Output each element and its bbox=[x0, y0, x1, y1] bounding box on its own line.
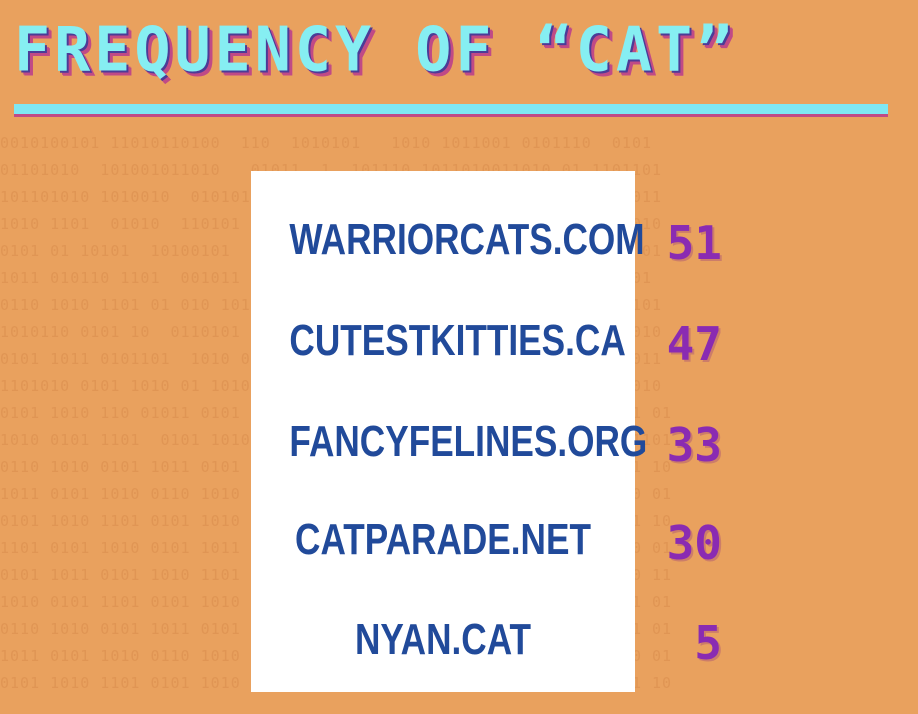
site-name-fancyfelines: FANCYFELINES.ORG bbox=[289, 417, 648, 466]
title-underline bbox=[14, 104, 888, 114]
site-name-catparade: CATPARADE.NET bbox=[295, 515, 591, 564]
count-cutestkitties: 47 bbox=[666, 317, 722, 371]
site-name-warriorcats: WARRIORCATS.COM bbox=[289, 215, 645, 264]
count-catparade: 30 bbox=[666, 516, 722, 570]
site-name-nyancat: NYAN.CAT bbox=[354, 615, 532, 664]
count-nyancat: 5 bbox=[694, 616, 722, 670]
page-title: FREQUENCY OF “CAT” bbox=[14, 14, 737, 86]
site-list-card: WARRIORCATS.COM CUTESTKITTIES.CA FANCYFE… bbox=[251, 171, 648, 692]
site-name-cutestkitties: CUTESTKITTIES.CA bbox=[289, 316, 626, 365]
count-warriorcats: 51 bbox=[666, 216, 722, 270]
count-fancyfelines: 33 bbox=[666, 418, 722, 472]
